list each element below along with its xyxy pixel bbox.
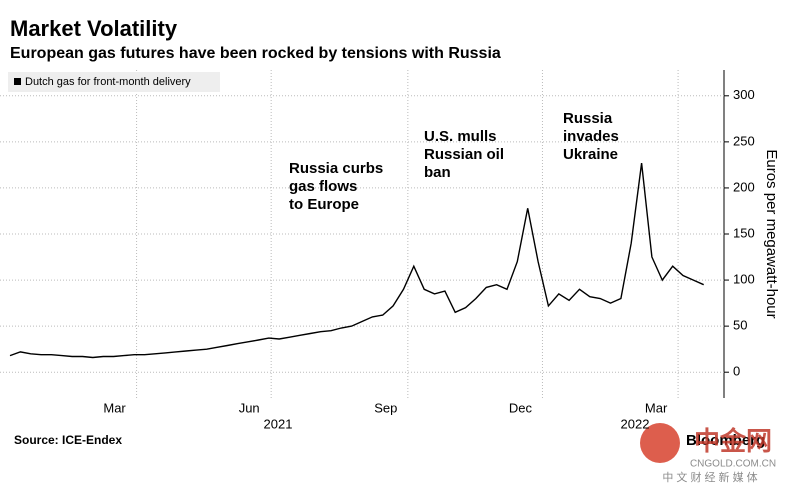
chart-subtitle: European gas futures have been rocked by… — [10, 45, 501, 62]
brand: Bloomberg — [686, 432, 765, 449]
watermark-logo — [640, 423, 680, 463]
annotation: invades — [563, 128, 619, 145]
y-tick-label: 250 — [733, 133, 755, 148]
annotation: Ukraine — [563, 146, 618, 163]
source: Source: ICE-Endex — [14, 433, 122, 447]
x-tick-label: Dec — [509, 400, 533, 415]
annotation: Russian oil — [424, 146, 504, 163]
annotation: U.S. mulls — [424, 128, 497, 145]
y-axis-label: Euros per megawatt-hour — [763, 149, 780, 318]
legend-label: Dutch gas for front-month delivery — [25, 76, 191, 88]
y-tick-label: 150 — [733, 225, 755, 240]
y-tick-label: 300 — [733, 87, 755, 102]
line — [9, 163, 704, 359]
y-tick-label: 50 — [733, 318, 747, 333]
legend-box — [8, 72, 220, 92]
watermark: 中金网 CNGOLD.COM.CN 中 文 财 经 新 媒 体 — [640, 423, 776, 484]
x-tick-label: Sep — [374, 400, 397, 415]
x-tick-label: Mar — [103, 400, 126, 415]
year-label: 2021 — [264, 416, 293, 431]
annotation: to Europe — [289, 196, 359, 213]
chart-title: Market Volatility — [10, 16, 178, 41]
annotation: gas flows — [289, 178, 357, 195]
y-tick-label: 100 — [733, 272, 755, 287]
y-tick-label: 0 — [733, 364, 740, 379]
x-tick-label: Jun — [239, 400, 260, 415]
x-tick-label: Mar — [645, 400, 668, 415]
watermark-name: 中金网 — [694, 426, 772, 456]
legend-swatch — [14, 78, 21, 85]
year-label: 2022 — [621, 416, 650, 431]
legend: Dutch gas for front-month delivery — [8, 72, 220, 92]
annotation: Russia curbs — [289, 160, 383, 177]
y-tick-label: 200 — [733, 179, 755, 194]
annotation: Russia — [563, 110, 613, 127]
watermark-url: CNGOLD.COM.CN — [690, 459, 776, 470]
annotation: ban — [424, 164, 451, 181]
watermark-tagline: 中 文 财 经 新 媒 体 — [662, 470, 757, 484]
